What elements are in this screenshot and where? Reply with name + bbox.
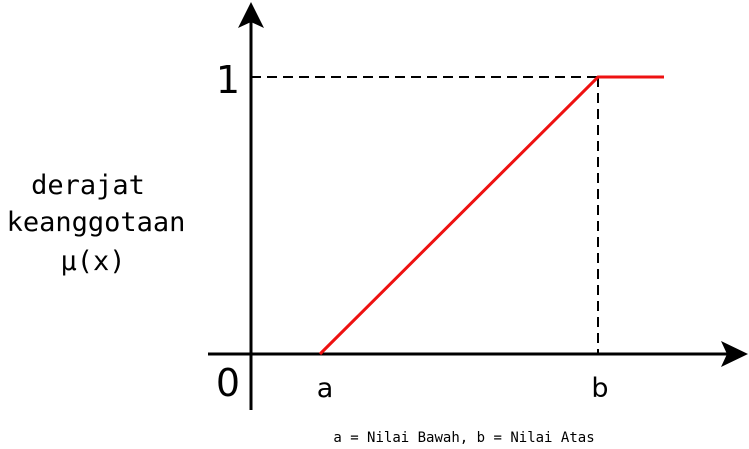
origin-label: 0: [216, 361, 240, 405]
y-axis-arrowhead: [238, 2, 264, 28]
membership-curve: [318, 75, 664, 356]
y-tick-one: 1: [216, 58, 240, 102]
legend-note: a = Nilai Bawah, b = Nilai Atas: [333, 430, 594, 446]
x-axis-arrowhead: [721, 341, 748, 367]
y-axis-label-line-3: μ(x): [60, 246, 125, 277]
x-tick-b: b: [591, 373, 608, 404]
y-axis-label-line-2: keanggotaan: [7, 207, 186, 238]
x-tick-a: a: [317, 373, 334, 404]
y-axis-label-line-1: derajat: [31, 170, 145, 201]
